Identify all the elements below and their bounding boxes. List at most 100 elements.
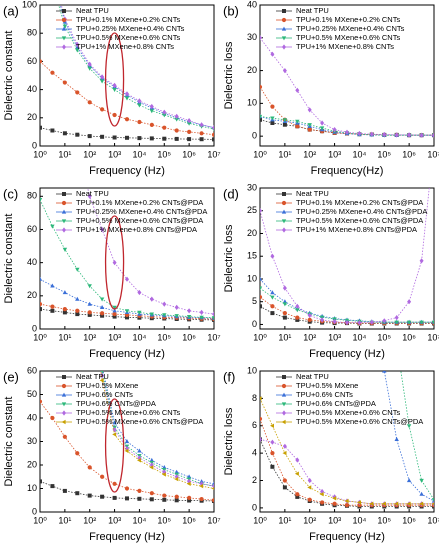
legend-label: TPU+0.25% MXene+0.4% CNTs@PDA — [296, 207, 427, 216]
series-line — [102, 371, 214, 485]
data-point — [307, 477, 312, 484]
data-point — [431, 320, 434, 325]
data-point — [125, 276, 129, 282]
data-point — [124, 117, 130, 122]
x-tick-label: 10⁶ — [402, 515, 416, 525]
y-tick-label: 30 — [247, 182, 257, 192]
y-tick-label: 8 — [252, 393, 257, 403]
data-point — [406, 320, 412, 325]
data-point — [174, 117, 179, 122]
legend-label: TPU+0.5% MXene — [76, 381, 138, 390]
series-line — [260, 86, 434, 136]
data-point — [162, 497, 167, 502]
x-tick-label: 10³ — [328, 515, 341, 525]
data-point — [87, 310, 92, 315]
series-line — [40, 401, 214, 501]
x-tick-label: 10⁴ — [352, 149, 366, 159]
data-point — [50, 304, 55, 309]
x-tick-label: 10⁴ — [352, 515, 366, 525]
data-point — [282, 118, 288, 123]
legend-label: TPU+0.6% CNTs — [296, 390, 353, 399]
data-point — [112, 311, 117, 317]
data-point — [87, 298, 91, 302]
data-point — [406, 478, 412, 483]
x-tick-label: 10³ — [108, 332, 121, 342]
data-point — [270, 464, 275, 469]
data-point — [307, 127, 312, 132]
data-point — [100, 474, 105, 479]
data-point — [431, 502, 434, 506]
data-point — [137, 289, 142, 296]
data-point — [87, 134, 92, 139]
legend-label: TPU+0.5% MXene+0.6% CNTs@PDA — [76, 216, 203, 225]
data-point — [149, 122, 154, 127]
legend-marker — [281, 200, 287, 206]
x-tick-label: 10⁵ — [377, 332, 391, 342]
legend-label: TPU+0.5% MXene+0.6% CNTs — [296, 408, 400, 417]
data-point — [174, 494, 179, 499]
x-tick-label: 10⁶ — [402, 149, 416, 159]
panel: (a) Frequency (Hz) Dielectric constant 10⁰ 1… — [3, 0, 221, 177]
x-tick-label: 10¹ — [58, 332, 71, 342]
x-tick-label: 10⁰ — [33, 332, 47, 342]
data-point — [75, 308, 80, 313]
data-point — [260, 208, 262, 214]
data-point — [394, 437, 399, 441]
x-tick-label: 10⁷ — [207, 332, 220, 342]
data-point — [307, 497, 312, 502]
data-point — [137, 98, 142, 104]
data-point — [332, 501, 337, 506]
data-point — [112, 495, 117, 500]
data-point — [50, 128, 55, 133]
data-point — [87, 66, 92, 71]
data-point — [40, 276, 43, 281]
data-point — [124, 309, 130, 314]
legend-label: Neat TPU — [296, 189, 329, 198]
plot-area — [260, 188, 434, 326]
x-tick-label: 10⁰ — [33, 515, 47, 525]
data-point — [307, 312, 312, 318]
data-point — [211, 498, 214, 503]
x-tick-label: 10⁰ — [253, 149, 267, 159]
data-point — [260, 416, 263, 422]
plot-area — [40, 188, 214, 322]
y-tick-label: 50 — [27, 389, 37, 399]
series-line — [260, 296, 434, 324]
plot-frame — [259, 187, 435, 330]
data-point — [62, 310, 67, 315]
data-point — [260, 35, 262, 41]
panel: (e) Frequency (Hz) Dielectric constant 10⁰ 1… — [3, 298, 221, 543]
x-tick-label: 10⁷ — [427, 515, 439, 525]
x-tick-label: 10³ — [108, 149, 121, 159]
data-point — [149, 136, 154, 141]
legend-marker — [61, 402, 67, 407]
panel-label: (d) — [223, 186, 239, 201]
legend-marker — [61, 383, 67, 389]
data-point — [87, 61, 92, 67]
data-point — [199, 483, 204, 489]
data-point — [100, 134, 105, 139]
data-point — [75, 491, 80, 496]
y-axis-label: Dielectric loss — [223, 41, 235, 109]
data-point — [187, 495, 192, 500]
data-point — [260, 286, 263, 291]
data-point — [270, 439, 275, 445]
data-point — [174, 314, 179, 319]
x-tick-label: 10² — [83, 332, 96, 342]
data-point — [137, 119, 142, 125]
data-point — [199, 479, 204, 484]
x-tick-label: 10¹ — [278, 515, 291, 525]
data-point — [357, 130, 362, 137]
data-point — [320, 317, 325, 323]
y-tick-label: 10 — [247, 365, 257, 375]
data-point — [419, 478, 424, 483]
data-point — [270, 295, 275, 300]
data-point — [307, 123, 312, 128]
data-point — [112, 88, 117, 92]
data-point — [75, 296, 80, 301]
data-point — [187, 308, 192, 314]
y-tick-label: 40 — [27, 84, 37, 94]
data-point — [62, 24, 68, 29]
data-point — [344, 498, 349, 504]
data-point — [270, 451, 275, 456]
